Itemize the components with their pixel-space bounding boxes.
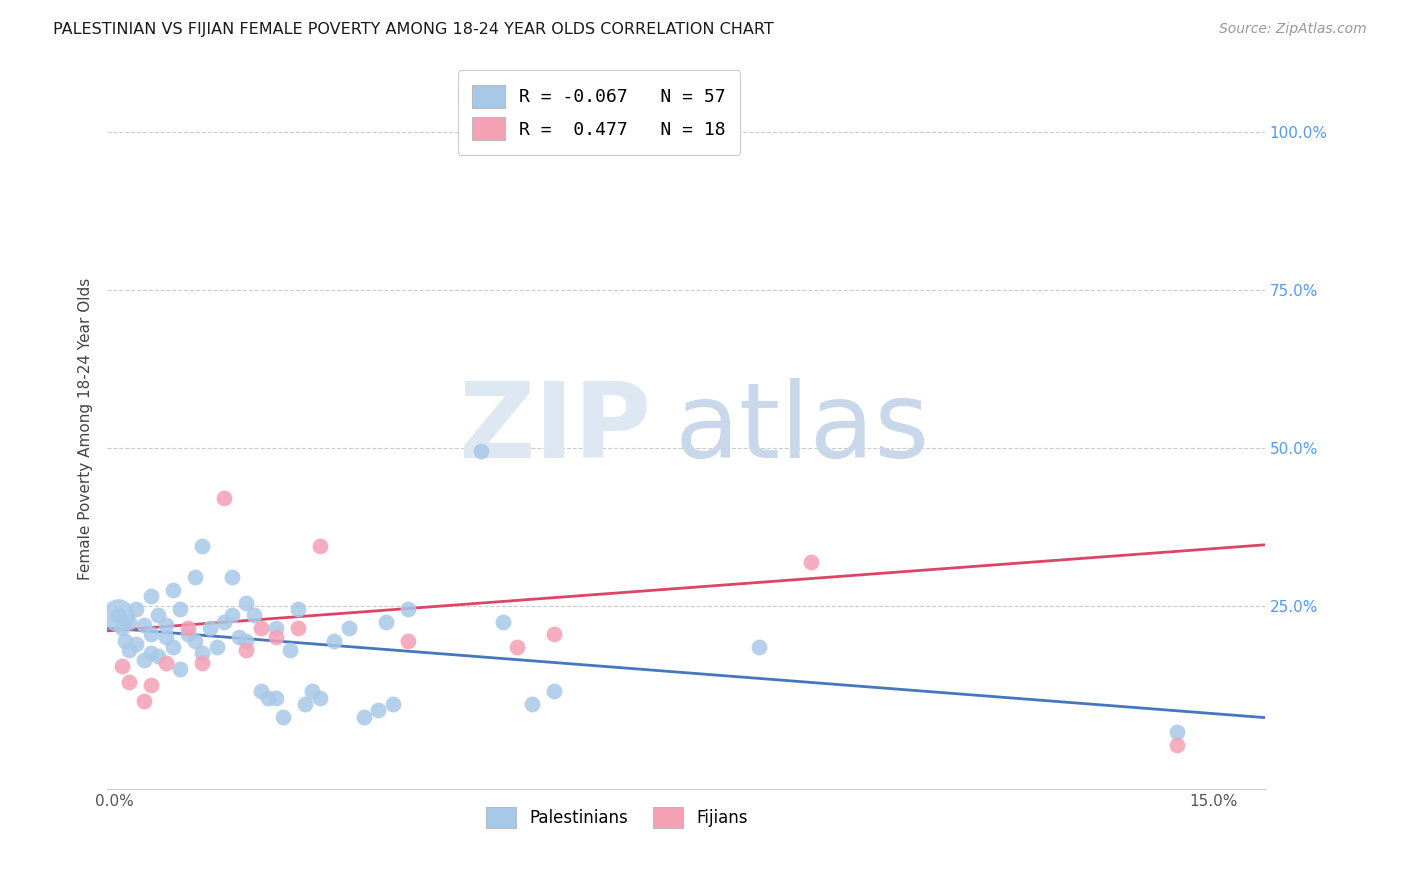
Point — [118, 615, 141, 629]
Point — [367, 703, 389, 717]
Point — [111, 659, 134, 673]
Point — [1166, 738, 1188, 752]
Point — [374, 615, 396, 629]
Point — [125, 602, 148, 616]
Point — [132, 694, 155, 708]
Point — [184, 633, 207, 648]
Point — [155, 656, 177, 670]
Point — [148, 608, 170, 623]
Point — [323, 633, 346, 648]
Point — [107, 608, 129, 623]
Point — [287, 621, 309, 635]
Y-axis label: Female Poverty Among 18-24 Year Olds: Female Poverty Among 18-24 Year Olds — [79, 277, 93, 580]
Point — [118, 674, 141, 689]
Point — [235, 633, 257, 648]
Point — [198, 621, 221, 635]
Text: atlas: atlas — [675, 378, 929, 480]
Point — [1166, 725, 1188, 739]
Text: ZIP: ZIP — [458, 378, 651, 480]
Point — [191, 539, 214, 553]
Text: PALESTINIAN VS FIJIAN FEMALE POVERTY AMONG 18-24 YEAR OLDS CORRELATION CHART: PALESTINIAN VS FIJIAN FEMALE POVERTY AMO… — [53, 22, 775, 37]
Text: Source: ZipAtlas.com: Source: ZipAtlas.com — [1219, 22, 1367, 37]
Point — [228, 631, 250, 645]
Point — [543, 684, 565, 698]
Point — [396, 633, 419, 648]
Point — [139, 590, 162, 604]
Point — [132, 618, 155, 632]
Point — [470, 444, 492, 458]
Point — [543, 627, 565, 641]
Point — [107, 608, 129, 623]
Point — [155, 631, 177, 645]
Point — [177, 627, 200, 641]
Point — [214, 491, 236, 506]
Point — [139, 678, 162, 692]
Point — [250, 621, 273, 635]
Point — [257, 690, 280, 705]
Point — [221, 608, 243, 623]
Point — [381, 697, 404, 711]
Point — [520, 697, 543, 711]
Point — [169, 602, 191, 616]
Point — [264, 690, 287, 705]
Point — [602, 121, 624, 136]
Point — [294, 697, 316, 711]
Point — [748, 640, 770, 654]
Point — [308, 690, 330, 705]
Point — [118, 643, 141, 657]
Point — [191, 656, 214, 670]
Point — [264, 631, 287, 645]
Point — [221, 570, 243, 584]
Point — [169, 662, 191, 676]
Point — [301, 684, 323, 698]
Point — [139, 646, 162, 660]
Point — [191, 646, 214, 660]
Point — [205, 640, 228, 654]
Point — [337, 621, 360, 635]
Point — [353, 709, 375, 723]
Point — [132, 652, 155, 666]
Point — [111, 621, 134, 635]
Point — [492, 615, 515, 629]
Point — [396, 602, 419, 616]
Point — [125, 637, 148, 651]
Point — [250, 684, 273, 698]
Legend: Palestinians, Fijians: Palestinians, Fijians — [479, 800, 754, 835]
Point — [114, 633, 136, 648]
Point — [155, 618, 177, 632]
Point — [506, 640, 529, 654]
Point — [280, 643, 302, 657]
Point — [214, 615, 236, 629]
Point — [177, 621, 200, 635]
Point — [264, 621, 287, 635]
Point — [162, 640, 184, 654]
Point — [139, 627, 162, 641]
Point — [235, 643, 257, 657]
Point — [308, 539, 330, 553]
Point — [800, 555, 823, 569]
Point — [162, 583, 184, 598]
Point — [184, 570, 207, 584]
Point — [242, 608, 264, 623]
Point — [271, 709, 294, 723]
Point — [287, 602, 309, 616]
Point — [148, 649, 170, 664]
Point — [235, 596, 257, 610]
